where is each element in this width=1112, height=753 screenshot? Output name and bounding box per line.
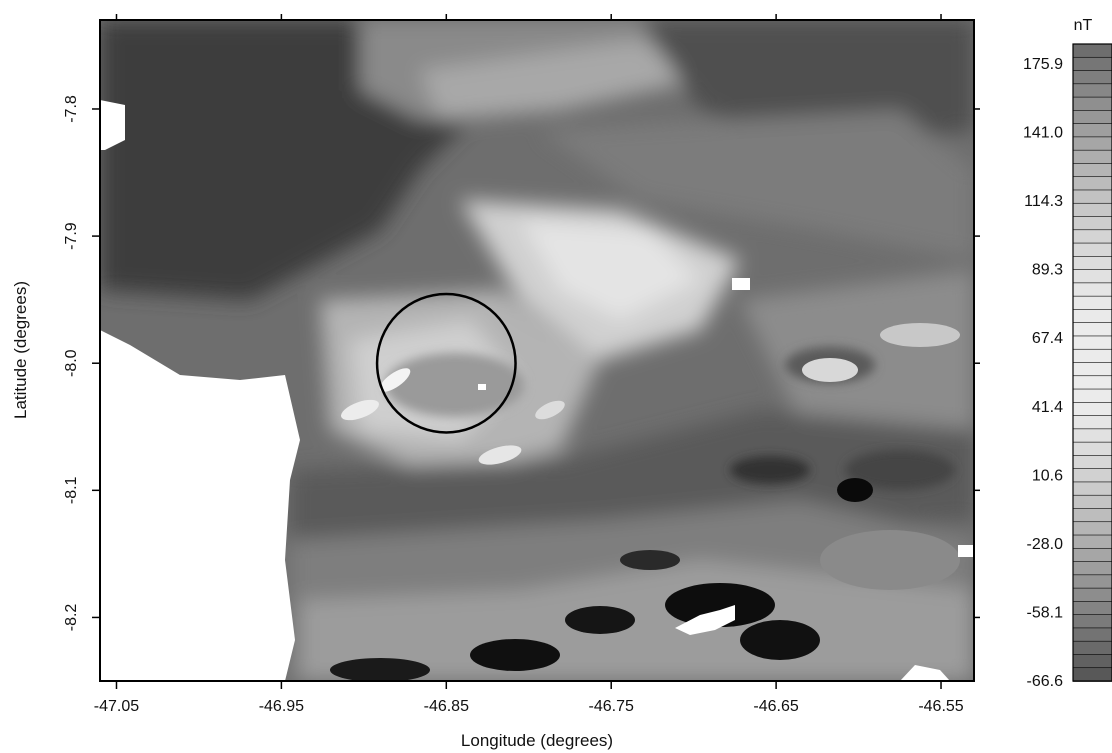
colorbar-label: -66.6 (1027, 673, 1064, 690)
colorbar-label: 114.3 (1024, 193, 1063, 210)
x-axis-title: Longitude (degrees) (461, 731, 613, 750)
colorbar-band (1073, 84, 1112, 98)
colorbar-label: 141.0 (1023, 125, 1063, 142)
colorbar-band (1073, 628, 1112, 642)
colorbar-band (1073, 389, 1112, 403)
y-tick-label: -8.1 (63, 476, 80, 504)
colorbar-label: -28.0 (1027, 536, 1064, 553)
colorbar-band (1073, 376, 1112, 390)
colorbar-band (1073, 522, 1112, 536)
colorbar-band (1073, 601, 1112, 615)
colorbar-band (1073, 163, 1112, 177)
colorbar-band (1073, 190, 1112, 204)
colorbar-label: 89.3 (1032, 262, 1063, 279)
colorbar-band (1073, 363, 1112, 377)
colorbar-band (1073, 71, 1112, 85)
colorbar-label: 41.4 (1032, 399, 1063, 416)
colorbar-band (1073, 243, 1112, 257)
x-tick-label: -46.85 (424, 698, 469, 715)
colorbar-band (1073, 283, 1112, 297)
y-tick-label: -8.0 (63, 349, 80, 377)
colorbar-band (1073, 137, 1112, 151)
magnetic-anomaly-map (100, 20, 974, 682)
colorbar-band (1073, 323, 1112, 337)
colorbar-label: 67.4 (1032, 330, 1063, 347)
colorbar-band (1073, 150, 1112, 164)
colorbar-band (1073, 442, 1112, 456)
x-tick-label: -46.55 (918, 698, 963, 715)
y-tick-label: -7.8 (63, 95, 80, 123)
colorbar-labels: 175.9 141.0 114.3 89.3 67.4 41.4 10.6 -28.0 -58.… (1023, 56, 1063, 690)
colorbar-band (1073, 177, 1112, 191)
colorbar-band (1073, 654, 1112, 668)
colorbar-band (1073, 402, 1112, 416)
colorbar-band (1073, 668, 1112, 682)
colorbar-band (1073, 482, 1112, 496)
colorbar-band (1073, 469, 1112, 483)
colorbar-band (1073, 230, 1112, 244)
colorbar-band (1073, 309, 1112, 323)
colorbar-band (1073, 508, 1112, 522)
colorbar-band (1073, 270, 1112, 284)
colorbar-band (1073, 110, 1112, 124)
colorbar-band (1073, 641, 1112, 655)
colorbar-band (1073, 349, 1112, 363)
colorbar-band (1073, 588, 1112, 602)
y-axis-title: Latitude (degrees) (11, 281, 30, 419)
colorbar-label: 10.6 (1032, 467, 1063, 484)
y-tick-label: -7.9 (63, 222, 80, 250)
colorbar-band (1073, 535, 1112, 549)
colorbar-band (1073, 217, 1112, 231)
colorbar-band (1073, 57, 1112, 71)
colorbar-band (1073, 296, 1112, 310)
x-tick-label: -46.95 (259, 698, 304, 715)
colorbar-band (1073, 256, 1112, 270)
colorbar-band (1073, 495, 1112, 509)
x-tick-label: -47.05 (94, 698, 139, 715)
colorbar-band (1073, 615, 1112, 629)
colorbar-band (1073, 336, 1112, 350)
colorbar-band (1073, 562, 1112, 576)
colorbar-band (1073, 575, 1112, 589)
colorbar-band (1073, 429, 1112, 443)
x-tick-label: -46.75 (589, 698, 634, 715)
colorbar-band (1073, 44, 1112, 58)
colorbar-band (1073, 97, 1112, 111)
colorbar-band (1073, 455, 1112, 469)
colorbar-label: -58.1 (1027, 604, 1064, 621)
colorbar-label: 175.9 (1023, 56, 1063, 73)
colorbar-band (1073, 203, 1112, 217)
colorbar-band (1073, 416, 1112, 430)
colorbar-band (1073, 548, 1112, 562)
y-tick-label: -8.2 (63, 604, 80, 632)
colorbar (1073, 44, 1112, 682)
colorbar-unit: nT (1074, 17, 1093, 34)
x-tick-label: -46.65 (753, 698, 798, 715)
colorbar-band (1073, 124, 1112, 138)
